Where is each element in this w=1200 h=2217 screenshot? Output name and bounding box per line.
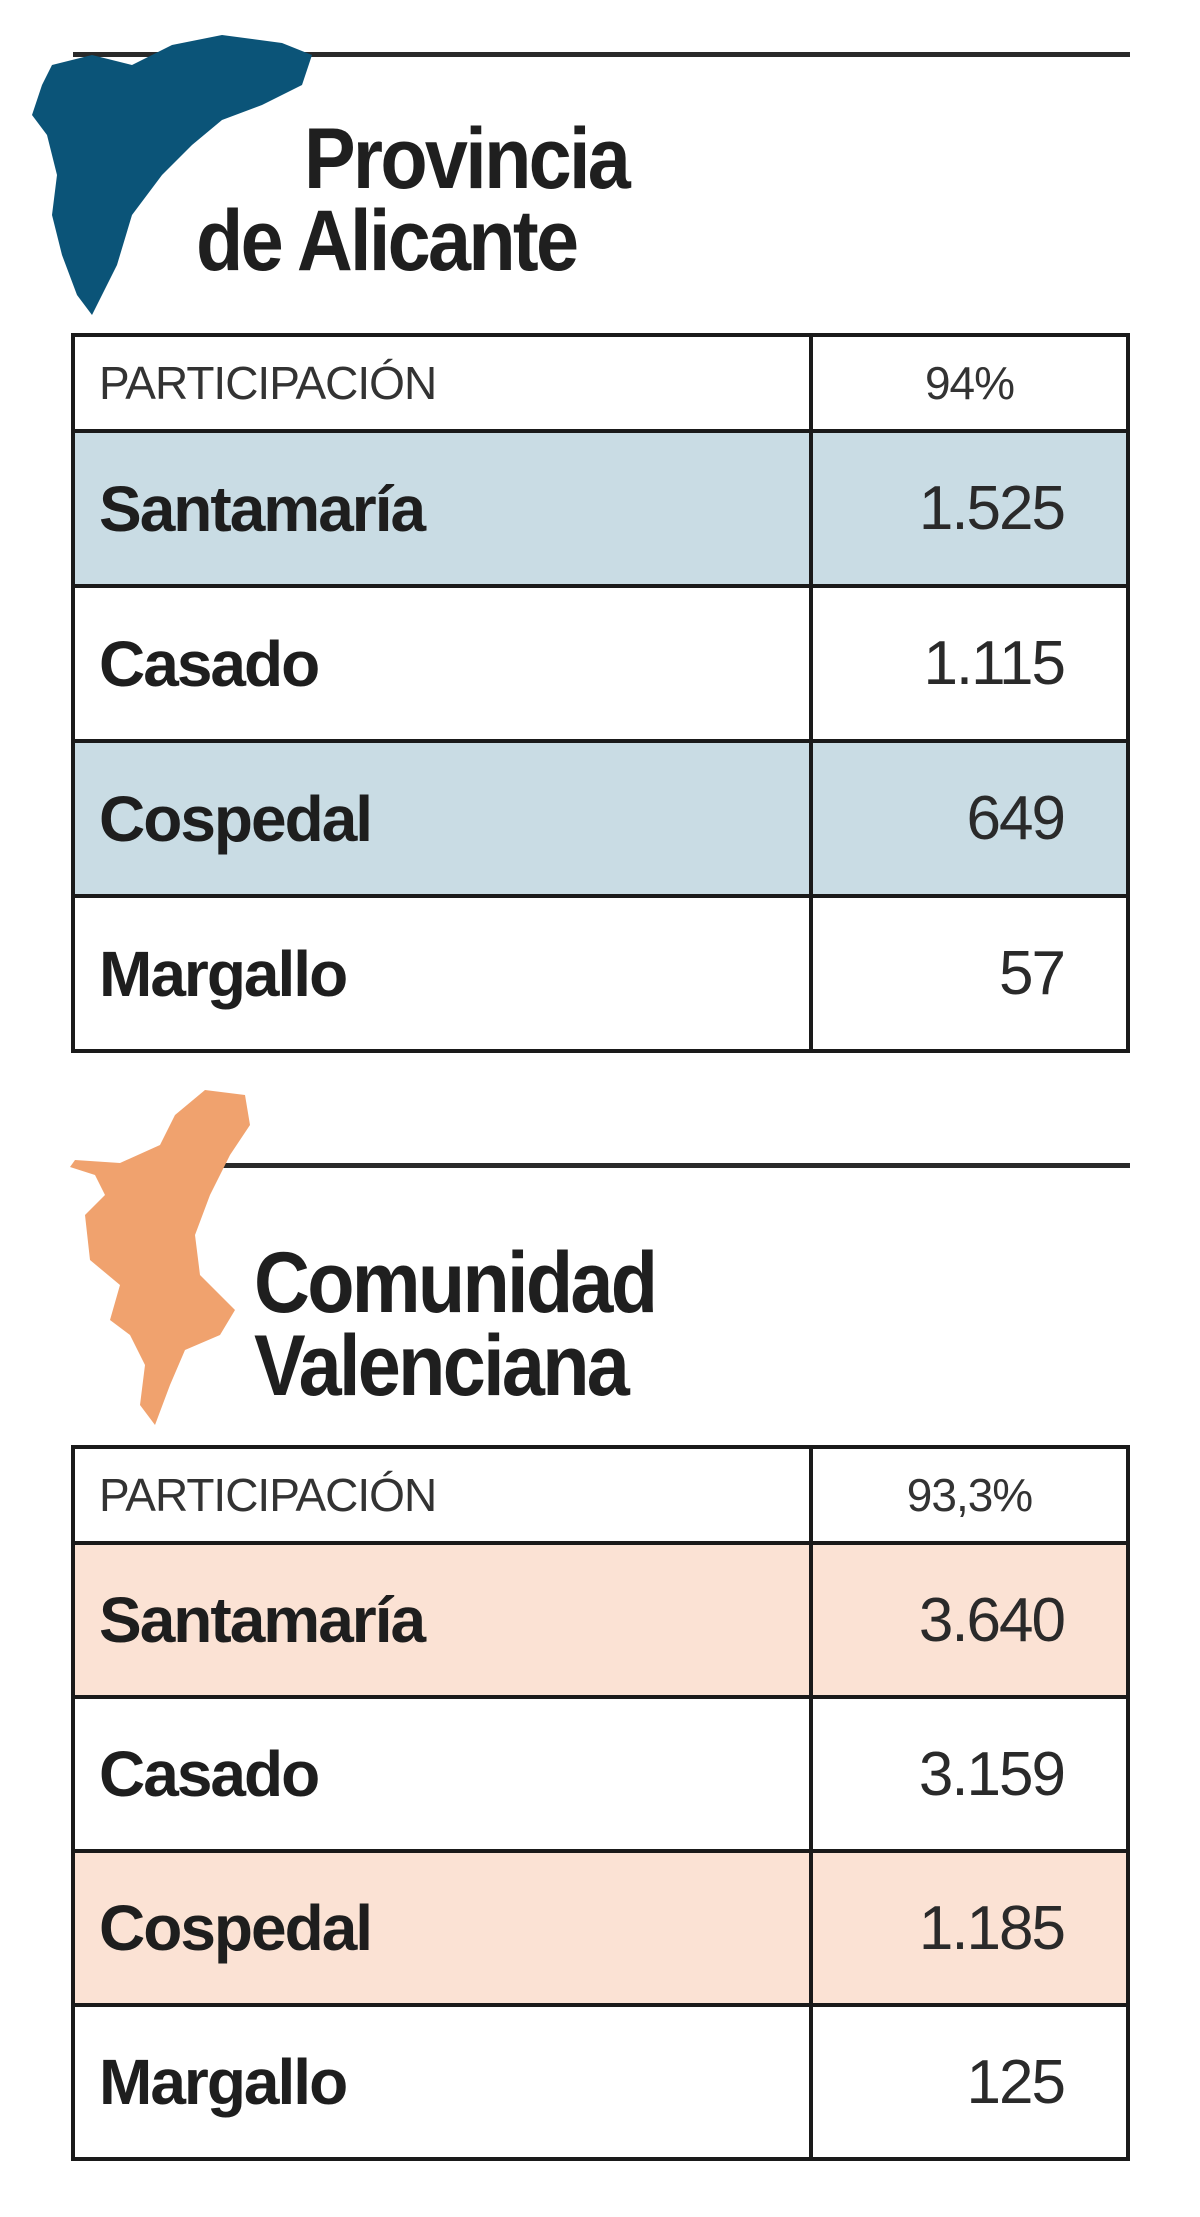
participation-row: PARTICIPACIÓN 94% [71, 333, 1130, 433]
candidate-votes: 3.640 [809, 1541, 1130, 1699]
candidate-name: Santamaría [71, 429, 813, 588]
candidate-name: Casado [71, 584, 813, 743]
table-row: Margallo 125 [71, 2003, 1130, 2161]
section-title-line1: Comunidad [254, 1235, 658, 1331]
section-divider [73, 52, 1130, 57]
candidate-votes: 1.115 [809, 584, 1130, 743]
candidate-votes: 125 [809, 2003, 1130, 2161]
results-table: PARTICIPACIÓN 93,3% Santamaría 3.640 Cas… [71, 1445, 1130, 2161]
candidate-name: Casado [71, 1695, 813, 1853]
section-title-line1: Provincia [304, 111, 631, 207]
table-row: Casado 1.115 [71, 584, 1130, 743]
participation-label: PARTICIPACIÓN [71, 333, 813, 433]
table-row: Margallo 57 [71, 894, 1130, 1053]
participation-value: 94% [809, 333, 1130, 433]
candidate-votes: 649 [809, 739, 1130, 898]
table-row: Santamaría 3.640 [71, 1541, 1130, 1699]
participation-label: PARTICIPACIÓN [71, 1445, 813, 1545]
section-divider [73, 1163, 1130, 1168]
participation-value: 93,3% [809, 1445, 1130, 1545]
table-row: Casado 3.159 [71, 1695, 1130, 1853]
candidate-votes: 1.185 [809, 1849, 1130, 2007]
section-title-line2: de Alicante [196, 193, 579, 289]
candidate-name: Santamaría [71, 1541, 813, 1699]
alicante-map-icon [32, 35, 312, 315]
candidate-votes: 3.159 [809, 1695, 1130, 1853]
table-row: Santamaría 1.525 [71, 429, 1130, 588]
candidate-name: Cospedal [71, 739, 813, 898]
candidate-name: Cospedal [71, 1849, 813, 2007]
table-row: Cospedal 1.185 [71, 1849, 1130, 2007]
table-row: Cospedal 649 [71, 739, 1130, 898]
candidate-votes: 1.525 [809, 429, 1130, 588]
candidate-votes: 57 [809, 894, 1130, 1053]
participation-row: PARTICIPACIÓN 93,3% [71, 1445, 1130, 1545]
section-title-line2: Valenciana [254, 1318, 630, 1414]
valencia-map-icon [70, 1090, 250, 1425]
results-table: PARTICIPACIÓN 94% Santamaría 1.525 Casad… [71, 333, 1130, 1053]
candidate-name: Margallo [71, 2003, 813, 2161]
candidate-name: Margallo [71, 894, 813, 1053]
